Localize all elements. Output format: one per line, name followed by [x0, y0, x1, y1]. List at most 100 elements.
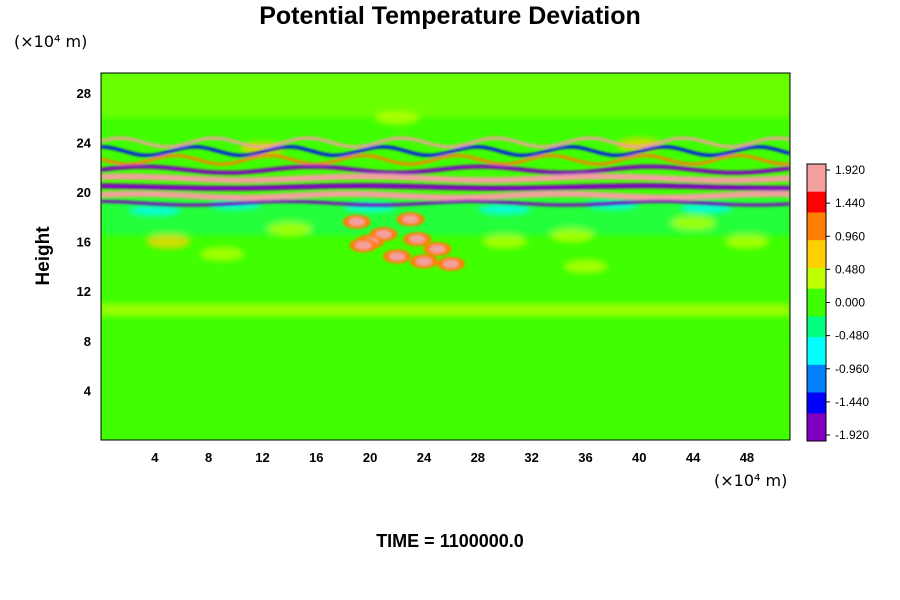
heatmap-cool-blob — [128, 205, 181, 216]
heatmap-cool-blob — [478, 204, 531, 215]
y-tick-label: 8 — [84, 334, 91, 349]
convective-patch — [342, 212, 465, 271]
x-tick-label: 44 — [686, 450, 701, 465]
heatmap-blob — [375, 110, 420, 125]
x-axis-unit: (×10⁴ m) — [714, 471, 788, 490]
colorbar-swatch — [807, 191, 826, 200]
colorbar-label: -0.480 — [835, 329, 869, 343]
colorbar-swatch — [807, 170, 826, 179]
colorbar-swatch — [807, 316, 826, 324]
convective-spot-inner — [348, 217, 365, 226]
colorbar-swatch — [807, 198, 826, 207]
colorbar-swatch — [807, 427, 826, 435]
y-tick-label: 24 — [77, 135, 92, 150]
colorbar-swatch — [807, 323, 826, 331]
convective-spot-inner — [355, 241, 372, 250]
x-tick-label: 12 — [255, 450, 269, 465]
x-tick-label: 24 — [417, 450, 432, 465]
heatmap-cool-blob — [680, 203, 733, 214]
colorbar-swatch — [807, 330, 826, 338]
x-tick-label: 32 — [524, 450, 538, 465]
primary-band-blue — [101, 199, 790, 207]
colorbar-swatch — [807, 371, 826, 380]
convective-spot-inner — [389, 252, 406, 261]
y-tick-label: 12 — [77, 284, 91, 299]
colorbar-label: 1.920 — [835, 163, 865, 177]
colorbar-swatch — [807, 364, 826, 373]
convective-spot-inner — [409, 235, 426, 244]
colorbar-swatch — [807, 184, 826, 193]
x-tick-label: 28 — [471, 450, 485, 465]
colorbar-label: 0.480 — [835, 262, 865, 276]
colorbar-swatch — [807, 399, 826, 407]
y-axis-ticks: 4 8 12 16 20 24 28 — [77, 86, 92, 399]
colorbar-swatch — [807, 226, 826, 234]
colorbar-label: -0.960 — [835, 362, 869, 376]
colorbar-swatch — [807, 240, 826, 248]
heatmap-band-layer — [101, 136, 790, 207]
heatmap-blob — [200, 247, 245, 262]
upper-band-blue — [101, 145, 790, 157]
primary-band-pink-1 — [101, 173, 790, 184]
x-tick-label: 8 — [205, 450, 212, 465]
convective-spot-inner — [429, 245, 446, 254]
colorbar-swatch — [807, 288, 826, 297]
colorbar-swatch — [807, 344, 826, 352]
convective-spot-inner — [402, 215, 419, 224]
colorbar-swatch — [807, 177, 826, 186]
primary-band-pink-2 — [101, 190, 790, 201]
colorbar-label: 1.440 — [835, 196, 865, 210]
colorbar-swatch — [807, 406, 826, 414]
colorbar-swatch — [807, 295, 826, 303]
colorbar-swatch — [807, 392, 826, 400]
colorbar-swatch — [807, 350, 826, 359]
plot-area — [101, 73, 790, 440]
colorbar-swatch — [807, 219, 826, 227]
colorbar-swatch — [807, 212, 826, 220]
colorbar-label: -1.920 — [835, 428, 869, 442]
primary-band-purple-2 — [101, 183, 790, 191]
y-tick-label: 4 — [84, 383, 92, 398]
time-footer: TIME = 1100000.0 — [376, 531, 524, 551]
x-tick-label: 48 — [740, 450, 754, 465]
colorbar-swatch — [807, 254, 826, 262]
colorbar-swatch — [807, 233, 826, 241]
colorbar: 1.920 1.440 0.960 0.480 0.000 -0.480 -0.960 -1.… — [806, 163, 869, 442]
colorbar-label: 0.000 — [835, 296, 865, 310]
y-axis-unit: (×10⁴ m) — [14, 32, 88, 51]
convective-spot-inner — [415, 257, 432, 266]
colorbar-swatch — [807, 385, 826, 394]
colorbar-swatch — [807, 302, 826, 310]
x-tick-label: 16 — [309, 450, 323, 465]
heatmap-blob — [724, 234, 769, 249]
heatmap-blob — [267, 222, 312, 237]
colorbar-swatch — [807, 267, 826, 276]
plot-frame — [100, 72, 791, 441]
colorbar-label: 0.960 — [835, 229, 865, 243]
convective-spot-inner — [442, 259, 459, 268]
y-tick-label: 28 — [77, 86, 91, 101]
colorbar-swatch — [807, 205, 826, 213]
colorbar-swatch — [807, 378, 826, 387]
heatmap-blob — [549, 228, 594, 243]
colorbar-swatch — [807, 309, 826, 317]
colorbar-label: -1.440 — [835, 395, 869, 409]
upper-band-red-2 — [101, 153, 790, 166]
y-tick-label: 16 — [77, 235, 91, 250]
convective-spot-inner — [375, 230, 392, 239]
colorbar-swatch — [807, 281, 826, 290]
heatmap-lower-zone — [101, 340, 790, 440]
x-tick-label: 4 — [151, 450, 159, 465]
heatmap-blob — [482, 234, 527, 249]
y-tick-label: 20 — [77, 185, 91, 200]
colorbar-swatch — [807, 413, 826, 421]
colorbar-swatch — [807, 164, 826, 172]
colorbar-swatch — [807, 247, 826, 255]
colorbar-swatch — [807, 260, 826, 269]
upper-band-red — [101, 136, 790, 149]
colorbar-swatch — [807, 337, 826, 345]
colorbar-swatch — [807, 357, 826, 366]
x-tick-label: 40 — [632, 450, 646, 465]
heatmap-blob — [563, 259, 608, 274]
